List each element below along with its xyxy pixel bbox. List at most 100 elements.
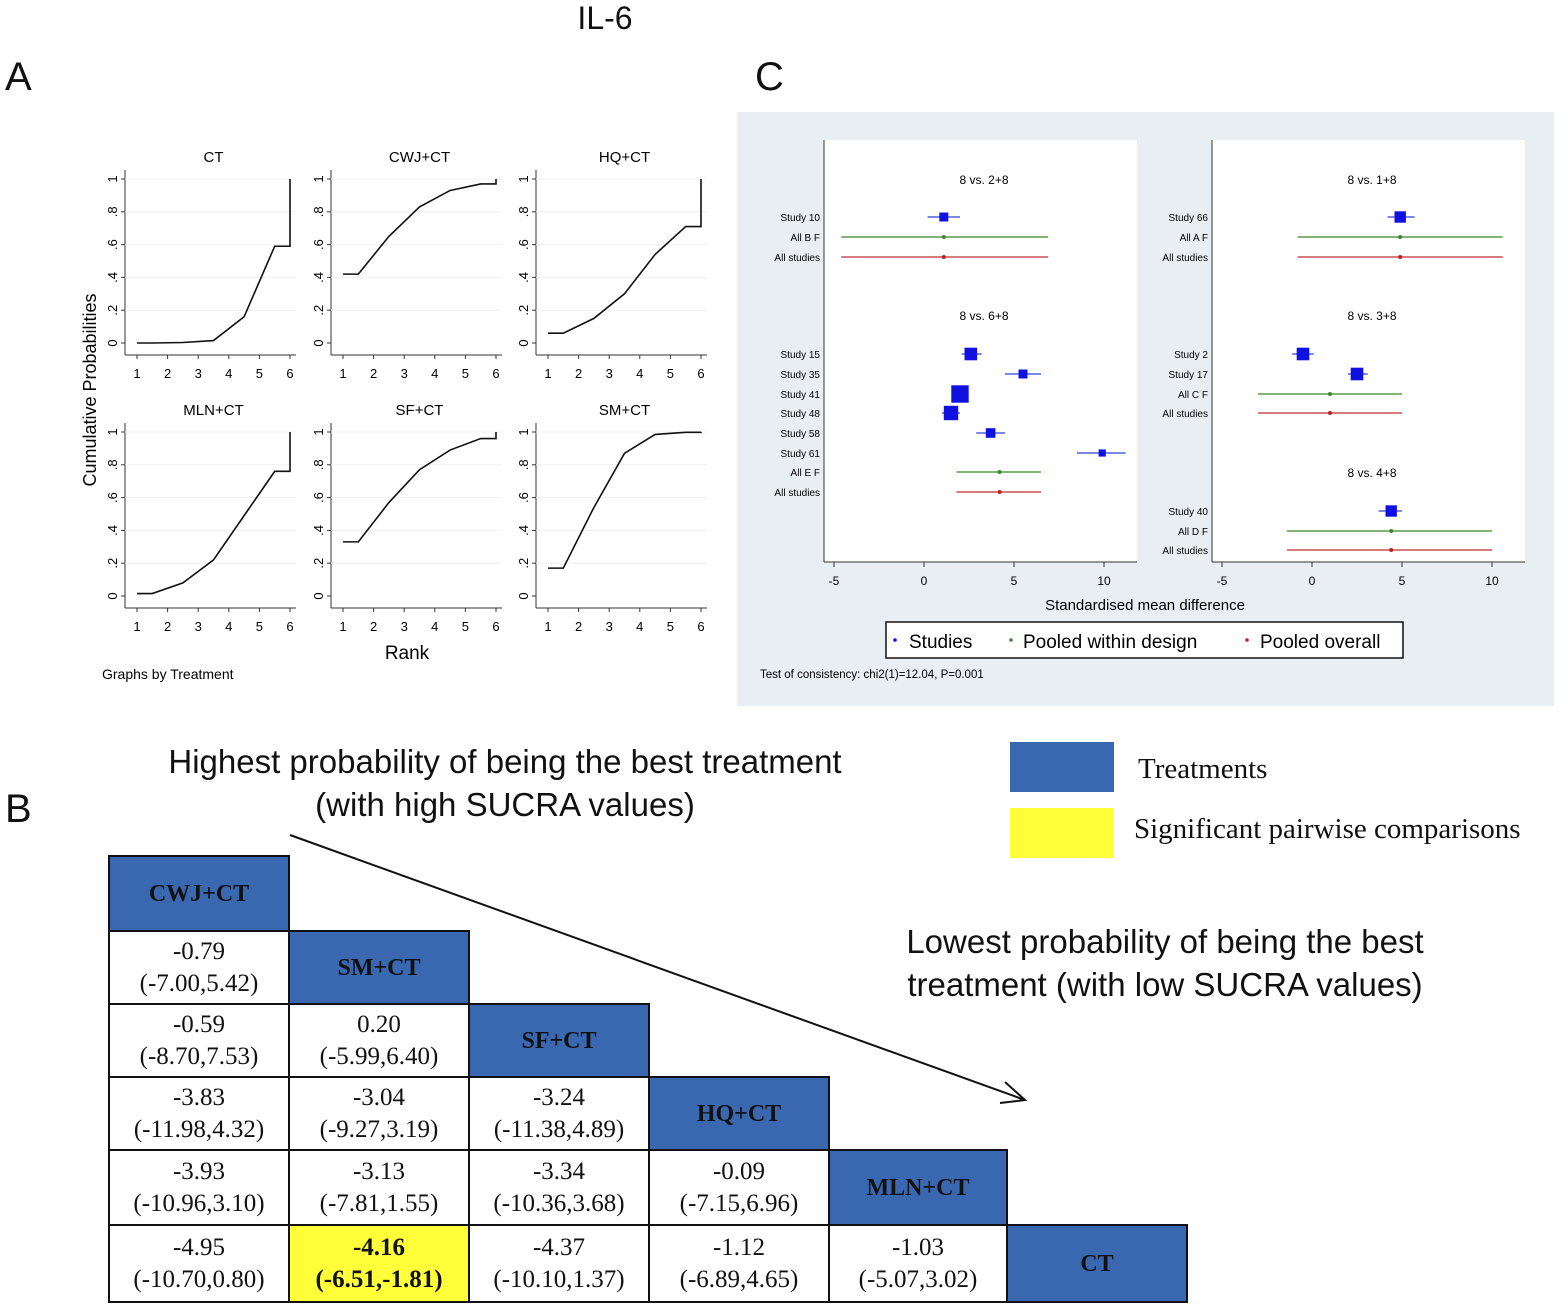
cumulative-rank-line (137, 432, 291, 595)
treatment-header: CWJ+CT (108, 855, 290, 932)
effect-estimate: 0.20 (357, 1010, 401, 1038)
subplot-title: CWJ+CT (389, 149, 450, 166)
subplot: SF+CT 0 .2 .4 .6 .8 1 1 2 3 4 5 6 (311, 402, 502, 634)
y-tick-label: .2 (105, 558, 120, 569)
highest-note-line1: Highest probability of being the best tr… (168, 743, 842, 780)
subplot-title: HQ+CT (599, 149, 650, 166)
confidence-interval: (-6.89,4.65) (679, 1265, 799, 1293)
y-tick-label: .2 (516, 305, 531, 316)
treatment-header: SF+CT (468, 1003, 650, 1078)
x-tick-label: 3 (195, 619, 202, 634)
row-label: Study 2 (1174, 350, 1208, 361)
comparison-cell: -3.93 (-10.96,3.10) (108, 1149, 290, 1226)
comparison-cell: -3.83 (-11.98,4.32) (108, 1076, 290, 1151)
comparison-cell: -3.24 (-11.38,4.89) (468, 1076, 650, 1151)
row-label: Study 58 (781, 429, 821, 440)
effect-estimate: -4.37 (532, 1233, 586, 1261)
y-tick-label: .6 (105, 239, 120, 250)
cumulative-rank-line (343, 432, 497, 543)
row-label: Study 48 (781, 409, 821, 420)
subplot: CT 0 .2 .4 .6 .8 1 1 2 3 4 5 6 (105, 149, 296, 381)
panel-label-a: A (5, 55, 32, 99)
row-label: All A F (1180, 233, 1208, 244)
effect-estimate: -0.79 (172, 937, 226, 965)
row-label: All studies (1162, 253, 1208, 264)
y-tick-label: 0 (105, 339, 120, 346)
panel-label-c: C (755, 55, 784, 99)
legend-label-treatments: Treatments (1138, 753, 1268, 785)
x-tick-label: 4 (636, 366, 643, 381)
confidence-interval: (-5.07,3.02) (858, 1265, 978, 1293)
x-tick-label: 3 (401, 619, 408, 634)
comparison-cell: -4.95 (-10.70,0.80) (108, 1224, 290, 1303)
y-tick-label: 0 (516, 592, 531, 599)
legend-marker-overall (1245, 638, 1249, 642)
effect-estimate: -0.59 (172, 1010, 226, 1038)
x-tick-label: 6 (286, 619, 293, 634)
figure-title: IL-6 (577, 0, 633, 36)
subplot-title: SM+CT (599, 402, 650, 419)
x-tick-label: 2 (575, 619, 582, 634)
x-tick-label: -5 (829, 574, 840, 588)
x-tick-label: 0 (921, 574, 928, 588)
study-marker (1098, 449, 1106, 457)
consistency-test-note: Test of consistency: chi2(1)=12.04, P=0.… (760, 669, 984, 681)
arrow-head-icon (999, 1081, 1028, 1104)
study-marker (1350, 367, 1364, 381)
row-label: Study 40 (1169, 507, 1209, 518)
row-label: All studies (774, 488, 820, 499)
x-tick-label: 1 (339, 619, 346, 634)
comparison-title: 8 vs. 1+8 (1347, 173, 1396, 187)
confidence-interval: (-9.27,3.19) (319, 1115, 439, 1143)
row-label: All C F (1178, 390, 1208, 401)
row-label: All studies (774, 253, 820, 264)
design-marker (941, 235, 946, 239)
x-tick-label: 3 (195, 366, 202, 381)
design-marker (1328, 392, 1332, 396)
y-tick-label: .4 (105, 525, 120, 536)
comparison-cell: -3.04 (-9.27,3.19) (288, 1076, 470, 1151)
overall-marker (1328, 411, 1332, 415)
lowest-note-line1: Lowest probability of being the best (906, 923, 1424, 960)
confidence-interval: (-7.81,1.55) (319, 1189, 439, 1217)
x-tick-label: 1 (544, 366, 551, 381)
row-label: Study 66 (1169, 213, 1209, 224)
y-tick-label: .2 (516, 558, 531, 569)
x-tick-label: 4 (225, 366, 232, 381)
row-label: All studies (1162, 546, 1208, 557)
subplot-title: SF+CT (396, 402, 444, 419)
x-tick-label: 5 (667, 619, 674, 634)
cumulative-rank-line (343, 179, 497, 275)
design-marker (1389, 529, 1394, 533)
comparison-cell: -1.03 (-5.07,3.02) (828, 1224, 1008, 1303)
y-tick-label: .4 (311, 272, 326, 283)
rank-probability-chart: Cumulative Probabilities Rank Graphs by … (80, 149, 707, 682)
x-tick-label: 3 (401, 366, 408, 381)
x-tick-label: 4 (431, 619, 438, 634)
treatment-header: SM+CT (288, 930, 470, 1005)
x-tick-label: 5 (462, 619, 469, 634)
effect-estimate: -4.95 (172, 1233, 226, 1261)
highest-note-line2: (with high SUCRA values) (315, 786, 695, 823)
y-axis-label: Cumulative Probabilities (80, 293, 100, 486)
y-tick-label: 1 (105, 428, 120, 435)
x-tick-label: 5 (667, 366, 674, 381)
row-label: All D F (1178, 527, 1208, 538)
y-tick-label: 1 (516, 428, 531, 435)
y-tick-label: 0 (105, 592, 120, 599)
cumulative-rank-line (548, 431, 702, 569)
y-tick-label: 1 (311, 175, 326, 182)
effect-estimate: -0.09 (712, 1157, 766, 1185)
confidence-interval: (-10.36,3.68) (493, 1189, 625, 1217)
legend-label-overall: Pooled overall (1260, 632, 1380, 653)
effect-estimate: -3.34 (532, 1157, 586, 1185)
effect-estimate: -3.83 (172, 1083, 226, 1111)
y-tick-label: .4 (516, 525, 531, 536)
cumulative-rank-line (137, 179, 291, 344)
y-tick-label: 0 (311, 592, 326, 599)
y-tick-label: .2 (311, 305, 326, 316)
panel-label-b: B (5, 787, 32, 831)
x-tick-label: 2 (575, 366, 582, 381)
legend-swatch-significant (1010, 808, 1114, 858)
